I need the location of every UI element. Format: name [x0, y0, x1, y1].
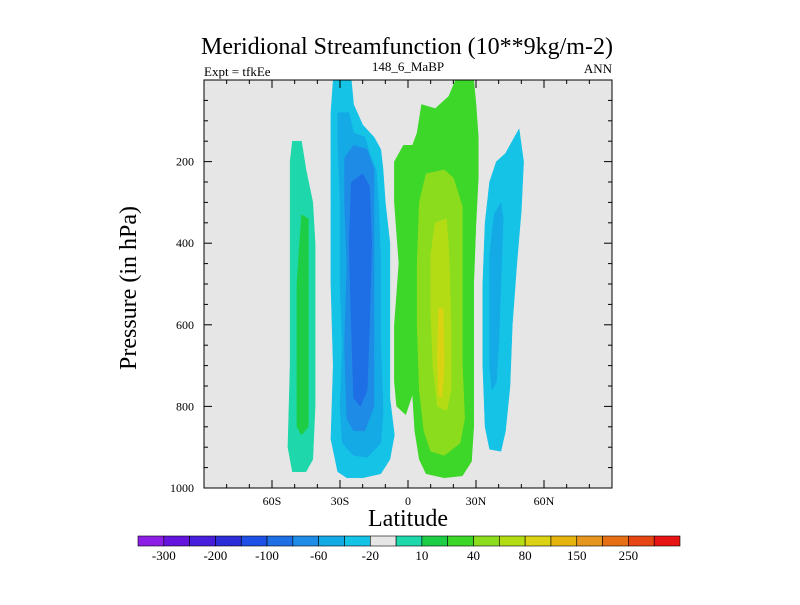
colorbar-box — [628, 535, 655, 547]
colorbar-label: 150 — [567, 548, 587, 563]
colorbar-box — [602, 535, 629, 547]
colorbar-box — [292, 535, 319, 547]
colorbar-box — [266, 535, 294, 547]
colorbar-box — [550, 535, 578, 547]
colorbar-label: -100 — [255, 548, 279, 563]
colorbar-label: -300 — [152, 548, 176, 563]
contour-regions — [287, 79, 524, 479]
experiment-subtitle: Expt = tfkEe — [204, 64, 271, 79]
colorbar-label: -200 — [203, 548, 227, 563]
chart-title: Meridional Streamfunction (10**9kg/m-2) — [201, 34, 613, 60]
y-tick-label: 800 — [176, 399, 194, 413]
x-tick-label: 60N — [534, 494, 555, 508]
colorbar-box — [499, 535, 526, 547]
south-outer-positive-core — [296, 214, 309, 436]
x-tick-label: 0 — [405, 494, 411, 508]
y-tick-label: 1000 — [170, 481, 194, 495]
x-tick-label: 60S — [263, 494, 282, 508]
colorbar-box — [421, 535, 449, 547]
colorbar-label: -60 — [310, 548, 327, 563]
north-negative-core — [489, 202, 504, 391]
colorbar-label: 40 — [467, 548, 480, 563]
colorbar-box — [240, 535, 268, 547]
colorbar: -300 -200 -100 -60 -20 10 40 80 150 250 — [137, 535, 681, 563]
colorbar-label: 80 — [519, 548, 532, 563]
colorbar-box — [369, 535, 397, 547]
y-axis-label: Pressure (in hPa) — [116, 206, 142, 370]
colorbar-box — [163, 535, 190, 547]
case-subtitle: 148_6_MaBP — [372, 59, 444, 74]
colorbar-box — [653, 535, 681, 547]
x-tick-label: 30S — [331, 494, 350, 508]
colorbar-box — [318, 535, 345, 547]
colorbar-box — [524, 535, 552, 547]
colorbar-box — [473, 535, 500, 547]
x-axis-label: Latitude — [368, 506, 448, 532]
colorbar-label: -20 — [362, 548, 379, 563]
x-tick-label: 30N — [466, 494, 487, 508]
colorbar-box — [137, 535, 165, 547]
colorbar-label: 250 — [619, 548, 639, 563]
colorbar-box — [395, 535, 423, 547]
colorbar-label: 10 — [415, 548, 428, 563]
north-positive-core — [437, 308, 445, 399]
axis-ticks: 60S 30S 0 30N 60N 200 400 600 800 1000 — [170, 80, 612, 508]
y-tick-label: 600 — [176, 318, 194, 332]
colorbar-box — [344, 535, 371, 547]
colorbar-box — [576, 535, 603, 547]
colorbar-box — [447, 535, 474, 547]
season-subtitle: ANN — [584, 61, 613, 76]
y-tick-label: 400 — [176, 236, 194, 250]
colorbar-box — [215, 535, 242, 547]
colorbar-box — [189, 535, 216, 547]
y-tick-label: 200 — [176, 155, 194, 169]
south-negative-deep-core — [348, 173, 372, 407]
